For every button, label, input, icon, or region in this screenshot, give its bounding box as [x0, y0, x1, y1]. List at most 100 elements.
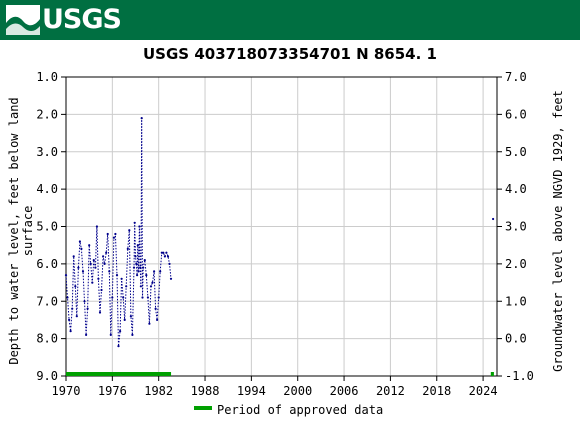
data-point — [134, 255, 137, 258]
data-point — [89, 262, 92, 265]
data-point — [86, 307, 89, 310]
usgs-logo[interactable]: USGS — [6, 4, 122, 35]
right-tick-label: 4.0 — [505, 182, 527, 196]
grid-lines — [65, 76, 497, 377]
data-point — [136, 244, 139, 247]
left-tick-label: 1.0 — [36, 70, 58, 84]
data-point — [119, 330, 122, 333]
left-tick-label: 9.0 — [36, 369, 58, 383]
data-point — [159, 270, 162, 273]
x-tick-label: 2000 — [283, 384, 312, 398]
left-tick-label: 8.0 — [36, 332, 58, 346]
data-point — [115, 274, 119, 277]
right-tick-label: 0.0 — [505, 332, 527, 346]
x-axis-ticks: 1970 1976 1982 1988 1994 2000 2006 2012 2018 2024 — [52, 376, 498, 398]
data-point — [125, 285, 128, 288]
data-point — [166, 255, 170, 258]
data-point — [68, 318, 71, 321]
data-point — [138, 225, 141, 228]
data-point — [156, 318, 159, 321]
data-point — [492, 217, 495, 221]
data-point — [165, 251, 168, 254]
data-point — [151, 281, 154, 284]
right-tick-label: 7.0 — [505, 70, 527, 84]
data-point — [142, 266, 145, 269]
data-point — [141, 296, 144, 299]
data-point — [168, 262, 171, 265]
usgs-header: USGS — [0, 0, 580, 40]
legend-swatch — [194, 406, 212, 410]
usgs-wave-icon — [6, 5, 40, 35]
right-tick-label: 5.0 — [505, 145, 527, 159]
data-point — [64, 274, 68, 277]
data-point — [112, 236, 115, 239]
approved-period-bar — [490, 372, 494, 376]
left-tick-label: 4.0 — [36, 182, 58, 196]
legend-label: Period of approved data — [217, 403, 383, 417]
data-point — [139, 285, 142, 288]
data-point — [106, 232, 109, 236]
data-point — [95, 225, 98, 228]
data-point — [109, 333, 112, 336]
x-tick-label: 2024 — [469, 384, 498, 398]
data-point — [157, 296, 160, 299]
data-point — [72, 255, 75, 258]
right-axis-ticks: 7.0 6.0 5.0 4.0 3.0 2.0 1.0 0.0 -1.0 — [497, 70, 534, 383]
data-point — [143, 259, 146, 262]
data-point — [83, 300, 86, 303]
approved-period-bar — [66, 372, 172, 376]
right-tick-label: -1.0 — [505, 369, 534, 383]
data-point — [98, 311, 102, 314]
left-axis-label-line2: surface — [21, 206, 35, 257]
data-point — [74, 285, 77, 288]
chart-title: USGS 403718073354701 N 8654. 1 — [143, 45, 437, 63]
data-point — [120, 277, 123, 280]
data-point — [122, 296, 125, 299]
data-point — [145, 274, 148, 277]
data-point — [133, 221, 136, 224]
left-axis-label-line1: Depth to water level, feet below land — [7, 97, 21, 364]
right-tick-label: 1.0 — [505, 294, 527, 308]
data-point — [148, 322, 151, 325]
data-point — [131, 333, 134, 336]
series-line — [65, 118, 172, 347]
left-axis-ticks: 1.0 2.0 3.0 4.0 5.0 6.0 7.0 8.0 9.0 — [36, 70, 66, 383]
data-point — [66, 296, 69, 299]
data-series — [64, 117, 495, 348]
legend: Period of approved data — [194, 403, 383, 417]
approved-periods — [66, 372, 494, 376]
left-tick-label: 7.0 — [36, 294, 58, 308]
data-point — [69, 330, 72, 333]
data-point — [111, 296, 114, 299]
right-tick-label: 3.0 — [505, 220, 527, 234]
data-point — [136, 274, 139, 277]
logo-text: USGS — [42, 4, 122, 35]
data-point — [149, 285, 153, 288]
data-point — [92, 259, 95, 262]
data-point — [154, 307, 157, 310]
data-point — [139, 266, 142, 269]
data-point — [88, 244, 91, 247]
data-point — [102, 255, 105, 258]
data-point — [128, 229, 131, 232]
x-tick-label: 2006 — [330, 384, 359, 398]
x-tick-label: 1994 — [237, 384, 266, 398]
data-point — [85, 333, 88, 336]
right-axis-label: Groundwater level above NGVD 1929, feet — [551, 90, 565, 372]
left-tick-label: 5.0 — [36, 220, 58, 234]
data-point — [71, 307, 74, 310]
data-point — [75, 315, 78, 318]
data-point — [114, 232, 117, 236]
left-tick-label: 2.0 — [36, 107, 58, 121]
data-point — [169, 277, 173, 280]
data-point — [123, 318, 126, 321]
data-point — [117, 345, 120, 348]
data-point — [140, 117, 143, 120]
data-point — [80, 247, 83, 250]
data-point — [103, 262, 106, 265]
data-point — [91, 281, 94, 284]
right-tick-label: 6.0 — [505, 107, 527, 121]
data-point — [137, 270, 140, 273]
data-point — [132, 266, 136, 269]
data-point — [100, 288, 103, 292]
